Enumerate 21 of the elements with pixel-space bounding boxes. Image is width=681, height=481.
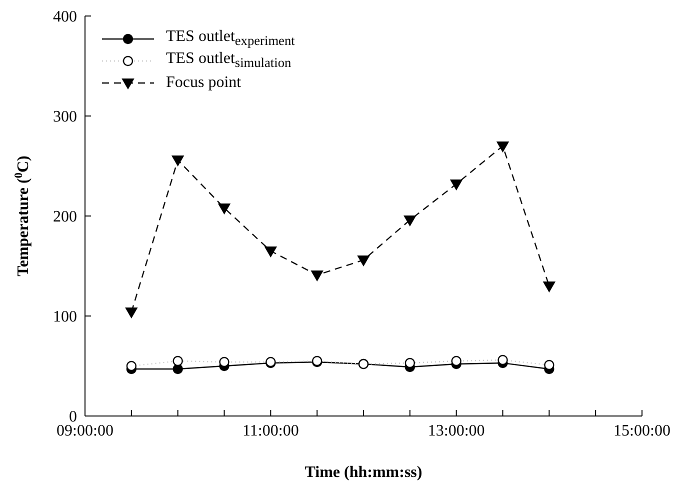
point <box>218 204 230 214</box>
point <box>172 156 184 166</box>
point <box>450 180 462 190</box>
y-tick-label: 100 <box>53 308 77 326</box>
y-tick-label: 400 <box>53 8 77 26</box>
x-axis-title: Time (hh:mm:ss) <box>304 464 422 481</box>
x-tick-label: 13:00:00 <box>428 422 485 440</box>
legend-label: Focus point <box>166 74 242 92</box>
point <box>125 308 138 318</box>
point <box>404 216 416 226</box>
legend-label: TES outlet$_{experiment}$ <box>166 28 295 50</box>
legend-label: TES outlet$_{simulation}$ <box>166 50 292 72</box>
point <box>358 256 370 266</box>
point <box>311 270 324 281</box>
point <box>264 246 277 257</box>
x-tick-label: 11:00:00 <box>242 422 299 440</box>
point <box>496 142 509 152</box>
x-tick-label: 15:00:00 <box>614 422 670 440</box>
y-tick-label: 200 <box>53 208 77 226</box>
point <box>543 282 556 292</box>
y-tick-label: 300 <box>53 108 77 126</box>
